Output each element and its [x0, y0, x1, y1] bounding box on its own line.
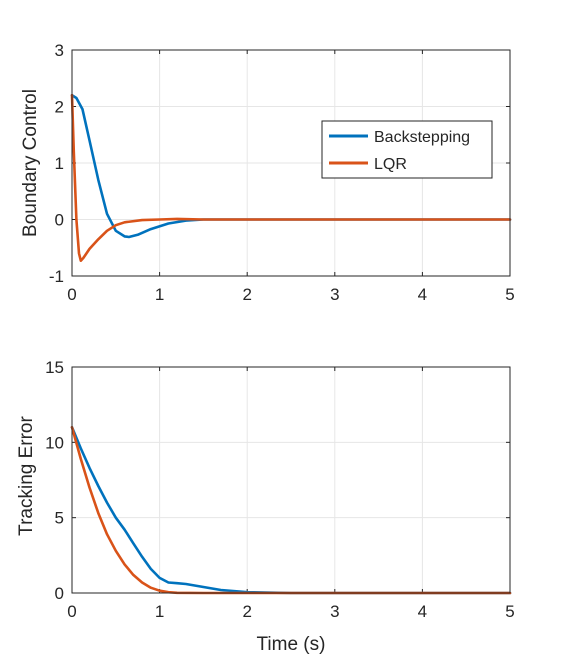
grid [72, 367, 510, 593]
x-tick-label: 3 [330, 285, 339, 304]
legend-entry-backstepping: Backstepping [374, 129, 470, 146]
x-tick-label: 5 [505, 285, 514, 304]
x-tick-label: 3 [330, 602, 339, 621]
x-tick-label: 4 [418, 602, 427, 621]
chart-2: 0 1 2 3 4 5 0 5 10 15 Tracking Error Time (s) [16, 358, 515, 655]
y-tick-label: 15 [45, 358, 64, 377]
legend: Backstepping LQR [321, 120, 493, 179]
x-tick-label: 1 [155, 285, 164, 304]
y-axis-label: Boundary Control [20, 89, 41, 237]
plot-area [72, 367, 510, 593]
x-tick-label: 5 [505, 602, 514, 621]
y-tick-label: 0 [55, 211, 64, 230]
x-tick-label: 1 [155, 602, 164, 621]
y-tick-label: 0 [55, 584, 64, 603]
y-axis-label: Tracking Error [16, 416, 37, 536]
y-tick-label: 1 [55, 154, 64, 173]
y-tick-label: 2 [55, 98, 64, 117]
legend-entry-lqr: LQR [374, 156, 407, 173]
y-tick-label: 5 [55, 509, 64, 528]
y-tick-label: 3 [55, 41, 64, 60]
x-axis-label: Time (s) [257, 634, 326, 655]
y-tick-label: -1 [49, 267, 64, 286]
x-tick-label: 0 [67, 285, 76, 304]
x-tick-label: 0 [67, 602, 76, 621]
y-tick-label: 10 [45, 433, 64, 452]
x-tick-label: 4 [418, 285, 427, 304]
series-line-lqr [70, 93, 512, 263]
axes-frame [71, 49, 511, 277]
axes-frame [71, 366, 511, 594]
x-tick-label: 2 [242, 285, 251, 304]
x-tick-label: 2 [242, 602, 251, 621]
legend-box [321, 120, 493, 179]
